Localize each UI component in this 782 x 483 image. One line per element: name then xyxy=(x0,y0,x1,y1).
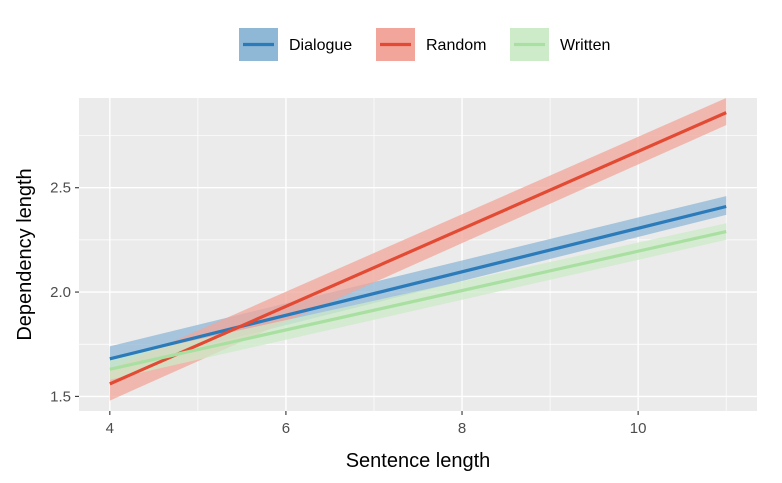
legend-item-dialogue: Dialogue xyxy=(239,28,352,61)
y-tick-label: 2.5 xyxy=(50,180,71,197)
legend-item-random: Random xyxy=(376,28,486,61)
x-tick-label: 10 xyxy=(630,420,647,437)
legend-item-written: Written xyxy=(510,28,610,61)
legend: Dialogue Random Written xyxy=(239,28,610,61)
x-tick-label: 8 xyxy=(458,420,466,437)
legend-label: Dialogue xyxy=(289,37,352,54)
x-axis-title: Sentence length xyxy=(346,450,491,472)
series-lines xyxy=(109,111,727,386)
y-tick-label: 1.5 xyxy=(50,388,71,405)
x-tick-label: 6 xyxy=(282,420,290,437)
axes: 4 6 8 10 1.5 2.0 2.5 xyxy=(50,180,646,437)
series-line-written xyxy=(109,229,727,371)
series-line-random xyxy=(109,111,727,386)
series-line-dialogue xyxy=(109,204,727,361)
legend-label: Random xyxy=(426,37,486,54)
x-tick-label: 4 xyxy=(106,420,114,437)
y-axis-title: Dependency length xyxy=(14,168,36,340)
legend-label: Written xyxy=(560,37,610,54)
y-tick-label: 2.0 xyxy=(50,284,71,301)
